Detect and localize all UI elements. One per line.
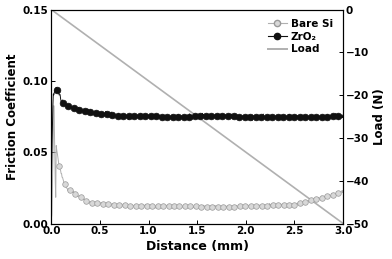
Legend: Bare Si, ZrO₂, Load: Bare Si, ZrO₂, Load [266,17,335,56]
Y-axis label: Load (N): Load (N) [374,88,387,145]
Y-axis label: Friction Coefficient: Friction Coefficient [5,53,18,180]
X-axis label: Distance (mm): Distance (mm) [146,240,249,254]
